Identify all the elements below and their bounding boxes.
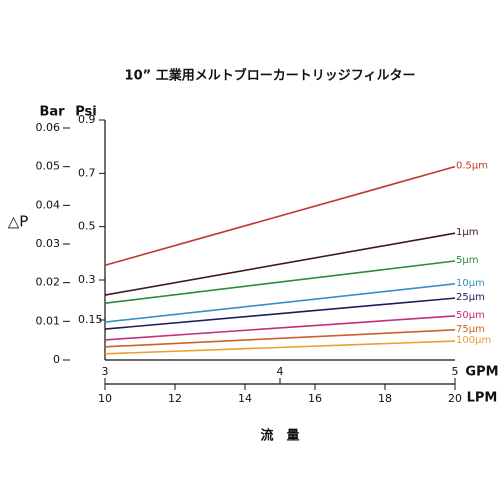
series-line xyxy=(104,260,456,304)
y-label: △P xyxy=(8,213,29,231)
x-label: 流 量 xyxy=(260,428,299,444)
x-tick-label: 20 xyxy=(448,392,462,405)
x2-unit: GPM xyxy=(465,365,498,380)
series-line xyxy=(104,283,456,323)
series-line xyxy=(104,315,456,341)
y-tick-label: 0 xyxy=(53,353,60,366)
series-line xyxy=(104,340,456,355)
y2-tick-label: 0.3 xyxy=(78,273,96,286)
x2-tick-label: 3 xyxy=(102,365,109,378)
y2-tick-label: 0.5 xyxy=(78,220,96,233)
legend-label: 5μm xyxy=(456,255,478,266)
y2-tick-label: 0.15 xyxy=(78,313,103,326)
y-tick-label: 0.01 xyxy=(36,314,61,327)
y-unit: Bar xyxy=(39,105,65,120)
y-tick-label: 0.02 xyxy=(36,276,61,289)
x2-tick-label: 4 xyxy=(277,365,284,378)
legend-label: 25μm xyxy=(456,292,485,303)
series-line xyxy=(104,329,456,348)
x-tick-label: 10 xyxy=(98,392,112,405)
legend-label: 50μm xyxy=(456,310,485,321)
x-tick-label: 18 xyxy=(378,392,392,405)
legend-label: 0.5μm xyxy=(456,161,488,172)
y2-tick-label: 0.7 xyxy=(78,166,96,179)
x-tick-label: 12 xyxy=(168,392,182,405)
y-tick-label: 0.05 xyxy=(36,160,61,173)
legend-label: 10μm xyxy=(456,278,485,289)
legend-label: 100μm xyxy=(456,335,491,346)
chart-title: 10” 工業用メルトブローカートリッジフィルター xyxy=(125,68,416,84)
x2-tick-label: 5 xyxy=(452,365,459,378)
y2-tick-label: 0.9 xyxy=(78,113,96,126)
y-tick-label: 0.04 xyxy=(36,198,61,211)
y-tick-label: 0.06 xyxy=(36,121,61,134)
series-line xyxy=(104,232,456,296)
y2-unit: Psi xyxy=(75,105,97,120)
legend-label: 1μm xyxy=(456,227,478,238)
series-line xyxy=(104,297,456,330)
x-tick-label: 14 xyxy=(238,392,252,405)
y-tick-label: 0.03 xyxy=(36,237,61,250)
x-unit: LPM xyxy=(467,391,498,406)
x-tick-label: 16 xyxy=(308,392,322,405)
series-line xyxy=(104,165,456,267)
legend-label: 75μm xyxy=(456,324,485,335)
